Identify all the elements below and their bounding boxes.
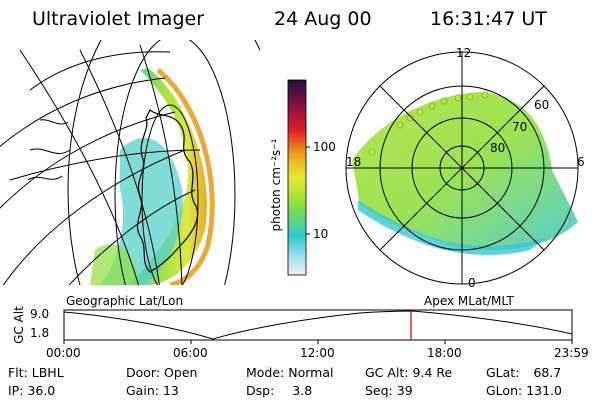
mlt-label-6: 6 <box>577 155 585 169</box>
status-seq-value: 39 <box>396 383 413 398</box>
aurora-outer-arc <box>156 68 215 285</box>
status-flt: Flt: LBHL <box>8 365 64 380</box>
status-gain-label: Gain: <box>126 383 159 398</box>
status-gcalt: GC Alt: 9.4 Re <box>365 365 452 380</box>
altitude-ylabel: GC Alt <box>12 306 26 344</box>
status-glon-label: GLon: <box>486 383 523 398</box>
status-dsp-label: Dsp: <box>246 383 275 398</box>
colorbar-tick-10: 10 <box>313 227 329 241</box>
status-door-label: Door: <box>126 365 161 380</box>
status-door-value: Open <box>164 365 198 380</box>
map-label-apex: Apex MLat/MLT <box>424 294 514 308</box>
altitude-xtick-0600: 06:00 <box>173 346 208 360</box>
status-ip-label: IP: <box>8 383 24 398</box>
mlt-label-0: 0 <box>468 276 476 290</box>
status-door: Door: Open <box>126 365 197 380</box>
aurora-band <box>128 68 207 285</box>
map-label-geographic: Geographic Lat/Lon <box>66 294 184 308</box>
lat-label-60: 60 <box>534 98 550 112</box>
status-mode-label: Mode: <box>246 365 285 380</box>
status-ip-value: 36.0 <box>27 383 56 398</box>
time-label: 16:31:47 UT <box>430 8 547 30</box>
status-flt-value: LBHL <box>31 365 64 380</box>
mlt-label-12: 12 <box>456 46 472 60</box>
status-gcalt-value: 9.4 Re <box>412 365 453 380</box>
status-glat: GLat: 68.7 <box>486 365 561 380</box>
lat-label-80: 80 <box>490 141 506 155</box>
altitude-xtick-1200: 12:00 <box>300 346 335 360</box>
instrument-title: Ultraviolet Imager <box>32 8 205 30</box>
lat-label-70: 70 <box>512 120 528 134</box>
altitude-xtick-1800: 18:00 <box>427 346 462 360</box>
colorbar-tick-100: 100 <box>313 140 336 154</box>
altitude-ytick-max: 9.0 <box>30 307 50 321</box>
status-glon-value: 131.0 <box>526 383 562 398</box>
status-glat-value: 68.7 <box>533 365 562 380</box>
mlt-label-18: 18 <box>346 155 362 169</box>
status-dsp: Dsp: 3.8 <box>246 383 312 398</box>
status-flt-label: Flt: <box>8 365 28 380</box>
altitude-xtick-0000: 00:00 <box>46 346 81 360</box>
status-ip: IP: 36.0 <box>8 383 55 398</box>
coastline <box>136 109 199 273</box>
status-dsp-value: 3.8 <box>292 383 313 398</box>
status-gcalt-label: GC Alt: <box>365 365 409 380</box>
status-seq: Seq: 39 <box>365 383 413 398</box>
altitude-ytick-min: 1.8 <box>30 326 50 340</box>
status-glat-label: GLat: <box>486 365 520 380</box>
date-label: 24 Aug 00 <box>274 8 372 30</box>
status-gain: Gain: 13 <box>126 383 179 398</box>
altitude-curve <box>63 310 573 340</box>
altitude-xtick-2359: 23:59 <box>554 346 589 360</box>
status-mode: Mode: Normal <box>246 365 334 380</box>
status-mode-value: Normal <box>288 365 334 380</box>
status-gain-value: 13 <box>162 383 179 398</box>
status-glon: GLon: 131.0 <box>486 383 562 398</box>
status-seq-label: Seq: <box>365 383 393 398</box>
